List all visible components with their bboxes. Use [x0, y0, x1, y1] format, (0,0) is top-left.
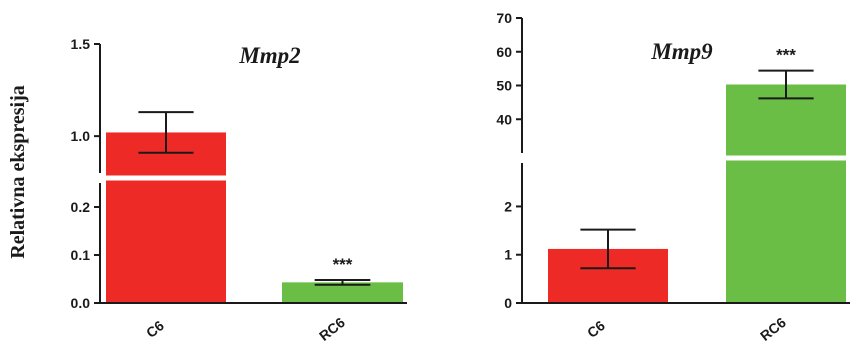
- y-tick-label: 0.2: [71, 199, 91, 215]
- y-tick-label: 60: [496, 44, 512, 60]
- significance-label: ***: [776, 46, 796, 65]
- y-tick-label: 2: [504, 198, 512, 214]
- y-tick-label: 40: [496, 111, 512, 127]
- category-label: C6: [584, 317, 608, 341]
- axis-break-gap: [516, 155, 850, 161]
- bar-rc6: [726, 84, 846, 303]
- category-label: RC6: [316, 314, 348, 344]
- y-axis-label: Relativna ekspresija: [7, 85, 29, 259]
- y-tick-label: 0.0: [71, 295, 91, 311]
- bar-c6: [106, 132, 226, 303]
- mmp2-panel: Relativna ekspresija Mmp2 0.0 0.1 0.2 1.0 1.…: [7, 36, 407, 344]
- category-label: RC6: [757, 314, 789, 344]
- category-label: C6: [143, 317, 167, 341]
- significance-label: ***: [333, 255, 353, 274]
- chart-title: Mmp2: [238, 43, 300, 68]
- y-tick-label: 70: [496, 10, 512, 26]
- y-tick-label: 50: [496, 78, 512, 94]
- y-tick-label: 1.5: [71, 36, 91, 52]
- y-tick-label: 1: [504, 247, 512, 263]
- mmp9-panel: Mmp9 0 1 2 40 50 60 70 C6 *** RC6: [496, 10, 850, 344]
- bar-rc6: [282, 282, 403, 303]
- y-tick-label: 1.0: [71, 128, 91, 144]
- axis-break-gap: [94, 175, 407, 181]
- chart-title: Mmp9: [650, 39, 713, 64]
- y-tick-label: 0.1: [71, 247, 91, 263]
- y-tick-label: 0: [504, 295, 512, 311]
